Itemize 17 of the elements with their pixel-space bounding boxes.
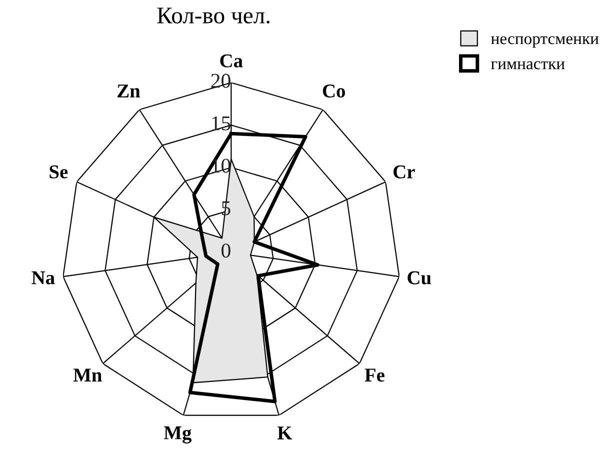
y-tick-label: 0 — [222, 244, 230, 258]
spoke-label: K — [277, 426, 292, 440]
spoke-label: Mg — [164, 426, 192, 444]
y-tick-label: 20 — [211, 74, 230, 88]
spoke-label: Co — [322, 84, 345, 98]
spoke-label: Zn — [118, 84, 140, 98]
spoke-label: Ca — [220, 54, 243, 68]
spoke-label: Mn — [73, 368, 102, 382]
y-tick-label: 15 — [212, 116, 230, 130]
legend-label: гимнастки — [491, 61, 565, 70]
spoke-label: Cu — [408, 271, 432, 284]
spoke-label: Se — [50, 165, 68, 178]
chart-title: Кол-во чел. — [157, 8, 270, 24]
legend-label: неспортсменки — [491, 36, 599, 48]
spoke-label: Na — [32, 271, 55, 284]
spoke-label: Fe — [364, 368, 384, 382]
spoke-label: Cr — [394, 165, 415, 178]
